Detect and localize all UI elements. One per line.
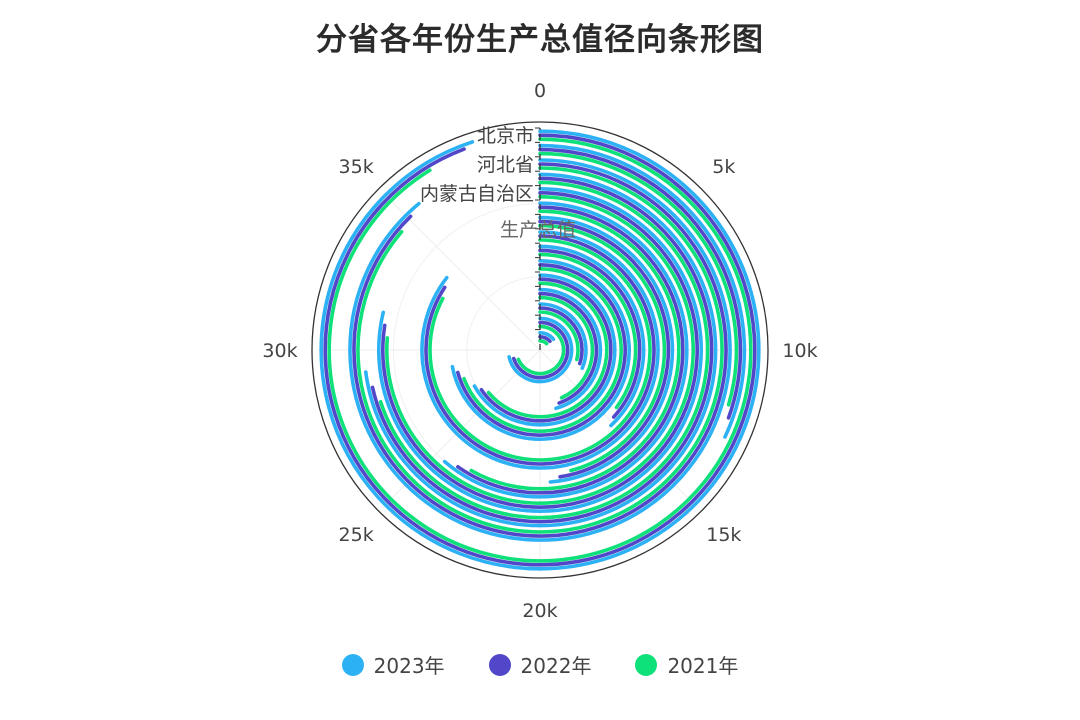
angle-tick-label-4: 20k [522,600,557,622]
bar-0-10 [472,273,617,427]
bar-0-1 [538,143,747,439]
bar-0-11 [538,287,603,411]
bar-2-10 [486,281,609,419]
legend-item-2022[interactable]: 2022年 [488,650,592,679]
legend-item-2023[interactable]: 2023年 [341,650,445,679]
legend-swatch-2022 [488,653,511,676]
bar-0-3 [363,172,718,528]
bar-0-4 [377,187,703,513]
bar-2-12 [538,310,580,362]
bar-0-8 [538,244,646,428]
bar-1-13 [511,320,570,380]
bar-2-13 [516,324,566,376]
bar-1-12 [538,306,584,366]
bar-0-7 [420,230,660,470]
bar-2-9 [462,267,623,433]
category-label-0: 北京市 [477,125,534,147]
legend-swatch-2023 [341,653,364,676]
bar-1-2 [352,162,728,538]
bar-0-14 [538,331,556,342]
bar-0-9 [450,259,631,441]
bar-0-12 [538,302,588,371]
bar-0-5 [442,201,689,499]
bar-1-0 [323,133,757,567]
bar-2-7 [428,238,652,462]
bar-2-8 [538,252,638,410]
bar-0-13 [507,316,574,384]
bar-1-10 [479,277,613,423]
bar-2-14 [538,339,549,346]
bar-2-5 [469,209,681,491]
bar-1-8 [538,248,642,419]
chart-title: 分省各年份生产总值径向条形图 [316,22,764,58]
legend-label-2021: 2021年 [667,654,739,678]
category-label-1: 河北省 [477,154,534,176]
radius-axis-name: 生产总值 [500,219,576,241]
angle-tick-label-6: 30k [262,340,297,362]
bar-1-5 [456,205,685,495]
bar-0-2 [348,158,732,542]
category-label-2: 内蒙古自治区 [420,183,534,205]
legend-swatch-2021 [635,653,658,676]
angle-tick-label-2: 10k [782,340,817,362]
bar-0-0 [319,129,761,571]
bar-1-11 [538,291,599,405]
bar-2-3 [378,180,710,520]
angle-axis-circle [311,121,769,579]
bar-2-2 [356,166,724,534]
legend-item-2021[interactable]: 2021年 [635,650,738,679]
bar-1-9 [456,263,627,437]
angle-tick-label-3: 15k [706,524,741,546]
angle-tick-label-1: 5k [712,156,735,178]
bar-2-1 [538,151,739,407]
bar-2-4 [385,195,695,505]
angle-tick-label-0: 0 [534,80,546,102]
bar-1-1 [538,147,743,420]
bar-1-7 [424,234,656,466]
angle-tick-label-5: 25k [339,524,374,546]
legend-label-2022: 2022年 [520,654,592,678]
legend: 2023年 2022年 2021年 [0,650,1080,679]
bar-2-6 [538,223,667,473]
bar-1-4 [381,191,699,509]
bar-1-6 [538,219,671,479]
legend-label-2023: 2023年 [373,654,445,678]
bar-1-3 [370,176,714,524]
bar-0-6 [538,215,675,484]
angle-tick-label-7: 35k [339,156,374,178]
bar-2-11 [538,295,595,400]
bar-2-0 [327,137,753,563]
